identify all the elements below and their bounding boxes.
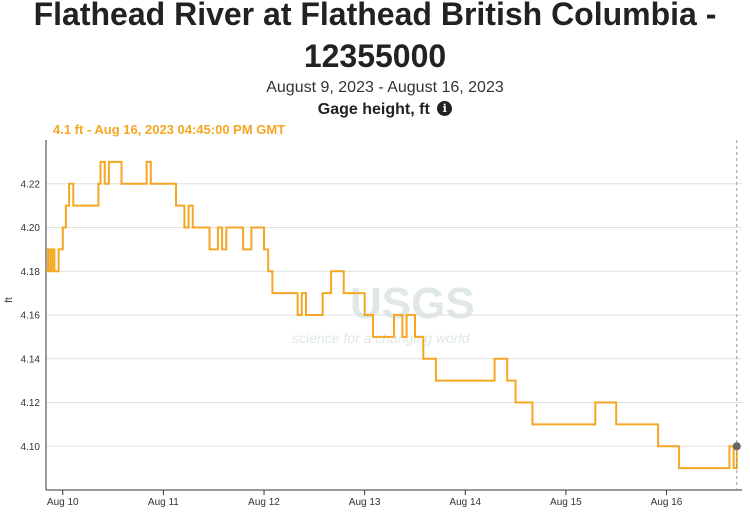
y-axis: 4.10 4.12 4.14 4.16 4.18 4.20 4.22 ft [4, 140, 47, 490]
x-tick-label: Aug 13 [349, 497, 381, 508]
y-tick-label: 4.18 [21, 267, 41, 278]
x-tick-label: Aug 10 [47, 497, 79, 508]
y-tick-label: 4.22 [21, 179, 41, 190]
date-range: August 9, 2023 - August 16, 2023 [266, 79, 504, 96]
y-tick-label: 4.10 [21, 442, 41, 453]
x-tick-label: Aug 12 [248, 497, 280, 508]
series-layer [46, 160, 738, 470]
hover-point[interactable] [732, 442, 741, 451]
y-axis-title: ft [4, 297, 15, 303]
chart-title-line-2: 12355000 [303, 38, 447, 74]
y-tick-label: 4.16 [21, 311, 41, 322]
watermark-logo: USGS [350, 279, 475, 328]
watermark-tagline: science for a changing world [292, 330, 471, 346]
gage-height-series-line [46, 160, 738, 470]
x-tick-label: Aug 15 [550, 497, 582, 508]
y-tick-label: 4.20 [21, 223, 41, 234]
x-tick-label: Aug 14 [449, 497, 481, 508]
hover-tooltip: 4.1 ft - Aug 16, 2023 04:45:00 PM GMT [53, 122, 286, 137]
x-tick-label: Aug 16 [651, 497, 683, 508]
usgs-watermark: USGS science for a changing world [292, 279, 475, 346]
x-tick-label: Aug 11 [148, 497, 179, 508]
y-tick-label: 4.14 [21, 354, 41, 365]
parameter-name: Gage height, ft [317, 101, 430, 118]
chart-title-line-1: Flathead River at Flathead British Colum… [33, 0, 717, 32]
x-axis: Aug 10 Aug 11 Aug 12 Aug 13 Aug 14 Aug 15 Aug … [46, 489, 742, 508]
parameter-label: Gage height, ft i [0, 101, 750, 119]
y-tick-label: 4.12 [21, 398, 41, 409]
info-icon[interactable]: i [437, 101, 453, 116]
